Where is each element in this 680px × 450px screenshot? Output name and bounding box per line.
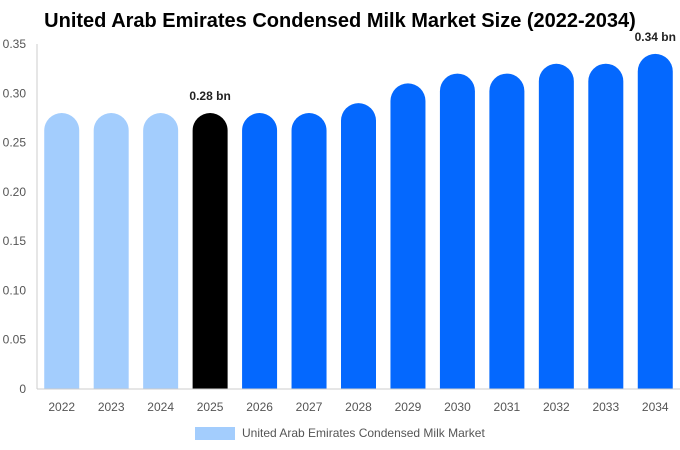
x-tick-label: 2028 [345,400,372,414]
data-label-2025: 0.28 bn [189,89,230,103]
x-tick-label: 2030 [444,400,471,414]
x-tick-label: 2029 [395,400,422,414]
bar-2023[interactable] [93,113,129,389]
bar-2031[interactable] [489,73,525,390]
bar-2026[interactable] [242,112,278,389]
bar-2028[interactable] [341,103,376,389]
y-tick-label: 0.30 [3,86,27,100]
bar-2022[interactable] [44,113,80,389]
y-tick-label: 0.15 [3,234,27,248]
legend-swatch [195,427,235,440]
bar-2029[interactable] [390,83,426,389]
y-tick-label: 0.05 [3,333,27,347]
bar-2027[interactable] [291,113,327,389]
y-tick-label: 0.20 [3,185,27,199]
x-tick-label: 2022 [48,400,75,414]
y-tick-label: 0.25 [3,136,27,150]
x-tick-label: 2027 [296,400,323,414]
bar-2033[interactable] [588,63,624,389]
y-axis: 0 0.05 0.10 0.15 0.20 0.25 0.30 0.35 [3,37,38,396]
x-tick-label: 2032 [543,400,570,414]
x-tick-label: 2024 [147,400,174,414]
x-tick-label: 2031 [494,400,521,414]
y-tick-label: 0.10 [3,283,27,297]
x-tick-label: 2023 [98,400,125,414]
y-tick-label: 0.35 [3,37,27,51]
chart-title: United Arab Emirates Condensed Milk Mark… [44,10,636,32]
y-tick-label: 0 [19,382,26,396]
x-tick-label: 2033 [592,400,619,414]
x-tick-label: 2026 [246,400,273,414]
bar-2032[interactable] [538,63,574,389]
bar-2030[interactable] [439,73,475,390]
x-axis: 2022 2023 2024 2025 2026 2027 2028 2029 2030 2031… [37,388,680,414]
legend-label: United Arab Emirates Condensed Milk Mark… [242,426,485,440]
bar-2024[interactable] [143,113,179,389]
data-labels: 0.28 bn 0.34 bn [189,30,676,103]
bars [44,53,673,390]
legend[interactable]: United Arab Emirates Condensed Milk Mark… [195,426,485,440]
x-tick-label: 2034 [642,400,669,414]
data-label-2034: 0.34 bn [635,30,676,44]
x-tick-label: 2025 [197,400,224,414]
bar-2025[interactable] [192,113,228,389]
bar-2034[interactable] [637,53,673,389]
